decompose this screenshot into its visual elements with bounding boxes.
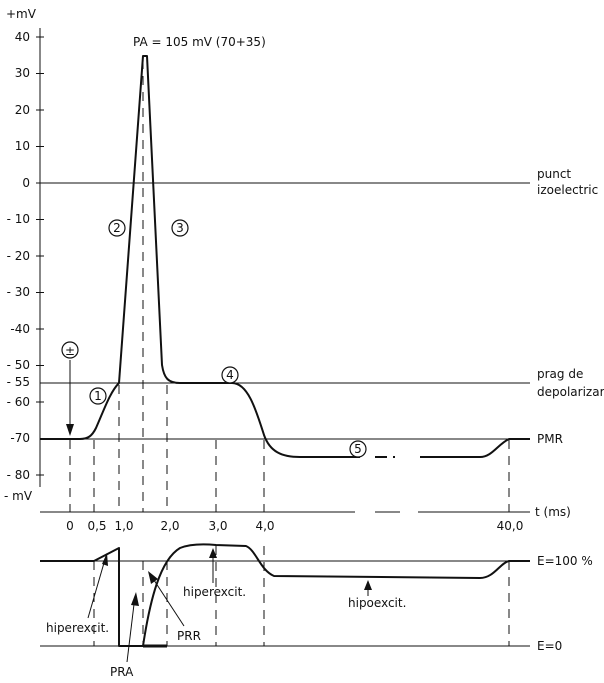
phase-marker-circle — [171, 219, 189, 237]
stimulus-circle — [61, 341, 79, 359]
phase-marker-label: 1 — [94, 389, 102, 403]
y-tick-label: 40 — [15, 30, 30, 44]
hyperexcit-left-arrow — [87, 555, 107, 619]
y-tick-label: 0 — [22, 176, 30, 190]
phase-marker-label: 5 — [354, 442, 362, 456]
y-tick-labels: 40 30 20 10 0 - 10 - 20 - 30 -40 - 50 - … — [7, 30, 30, 482]
time-axis-label: t (ms) — [535, 505, 571, 519]
excitability-100-label: E=100 % — [537, 554, 593, 568]
excitability-curve — [40, 543, 530, 647]
phase-marker-circle — [221, 366, 239, 384]
x-tick-label: 4,0 — [255, 519, 274, 533]
x-tick-label: 0 — [66, 519, 74, 533]
rest-label: PMR — [537, 432, 563, 446]
phase-markers: 1 2 3 4 5 — [89, 219, 367, 458]
x-tick-label: 3,0 — [208, 519, 227, 533]
y-unit-bottom: - mV — [4, 489, 33, 503]
pra-label: PRA — [110, 665, 134, 679]
pra-arrowhead — [131, 592, 139, 606]
stimulus-symbol: ± — [65, 344, 75, 358]
isoelectric-label-1: punct — [537, 167, 571, 181]
y-tick-label: - 60 — [7, 395, 30, 409]
pa-label: PA = 105 mV (70+35) — [133, 35, 266, 49]
prr-arrowhead — [148, 571, 158, 584]
upper-panel: +mV - mV 40 30 20 10 0 - 10 - 20 - 30 — [4, 7, 604, 533]
threshold-label-1: prag de — [537, 367, 583, 381]
x-tick-label: 1,0 — [114, 519, 133, 533]
phase-marker-circle — [108, 219, 126, 237]
y-tick-label: 10 — [15, 139, 30, 153]
y-tick-label: - 10 — [7, 212, 30, 226]
y-tick-label: - 30 — [7, 285, 30, 299]
time-guides — [69, 60, 510, 512]
phase-marker-circle — [349, 440, 367, 458]
y-tick-label: -70 — [10, 431, 30, 445]
hyperexcit-left-arrowhead — [102, 553, 108, 566]
isoelectric-label-2: izoelectric — [537, 183, 598, 197]
phase-marker-circle — [89, 387, 107, 405]
x-tick-label: 40,0 — [497, 519, 524, 533]
stimulus-arrowhead — [66, 424, 74, 436]
prr-label: PRR — [177, 629, 201, 643]
y-tick-label: - 20 — [7, 249, 30, 263]
stimulus-marker: ± — [61, 341, 79, 436]
y-tick-label: -40 — [10, 322, 30, 336]
x-tick-label: 2,0 — [160, 519, 179, 533]
hypoexcit-arrowhead — [364, 580, 372, 590]
phase-marker-label: 4 — [226, 368, 234, 382]
threshold-label-2: depolarizar — [537, 385, 604, 399]
pra-arrow — [126, 595, 136, 663]
y-unit-top: +mV — [6, 7, 37, 21]
action-potential-curve — [40, 55, 360, 458]
excitability-zero-label: E=0 — [537, 639, 562, 653]
x-tick-label: 0,5 — [87, 519, 106, 533]
y-tick-label: 30 — [15, 66, 30, 80]
y-tick-label: - 55 — [7, 375, 30, 389]
y-tick-label: 20 — [15, 103, 30, 117]
lower-panel: E=100 % E=0 hiperexcit. hiperexcit. hipo… — [40, 543, 593, 679]
phase-marker-label: 2 — [113, 221, 121, 235]
hyperexcit-mid-label: hiperexcit. — [183, 585, 246, 599]
y-tick-label: - 50 — [7, 358, 30, 372]
x-tick-labels: 0 0,5 1,0 2,0 3,0 4,0 40,0 — [66, 519, 523, 533]
prr-arrow — [149, 573, 185, 627]
y-tick-label: - 80 — [7, 468, 30, 482]
phase-marker-label: 3 — [176, 221, 184, 235]
hyperexcit-left-label: hiperexcit. — [46, 621, 109, 635]
resting-recovery-curve — [420, 438, 530, 458]
hypoexcit-label: hipoexcit. — [348, 596, 406, 610]
hyperexcit-mid-arrowhead — [209, 548, 217, 558]
